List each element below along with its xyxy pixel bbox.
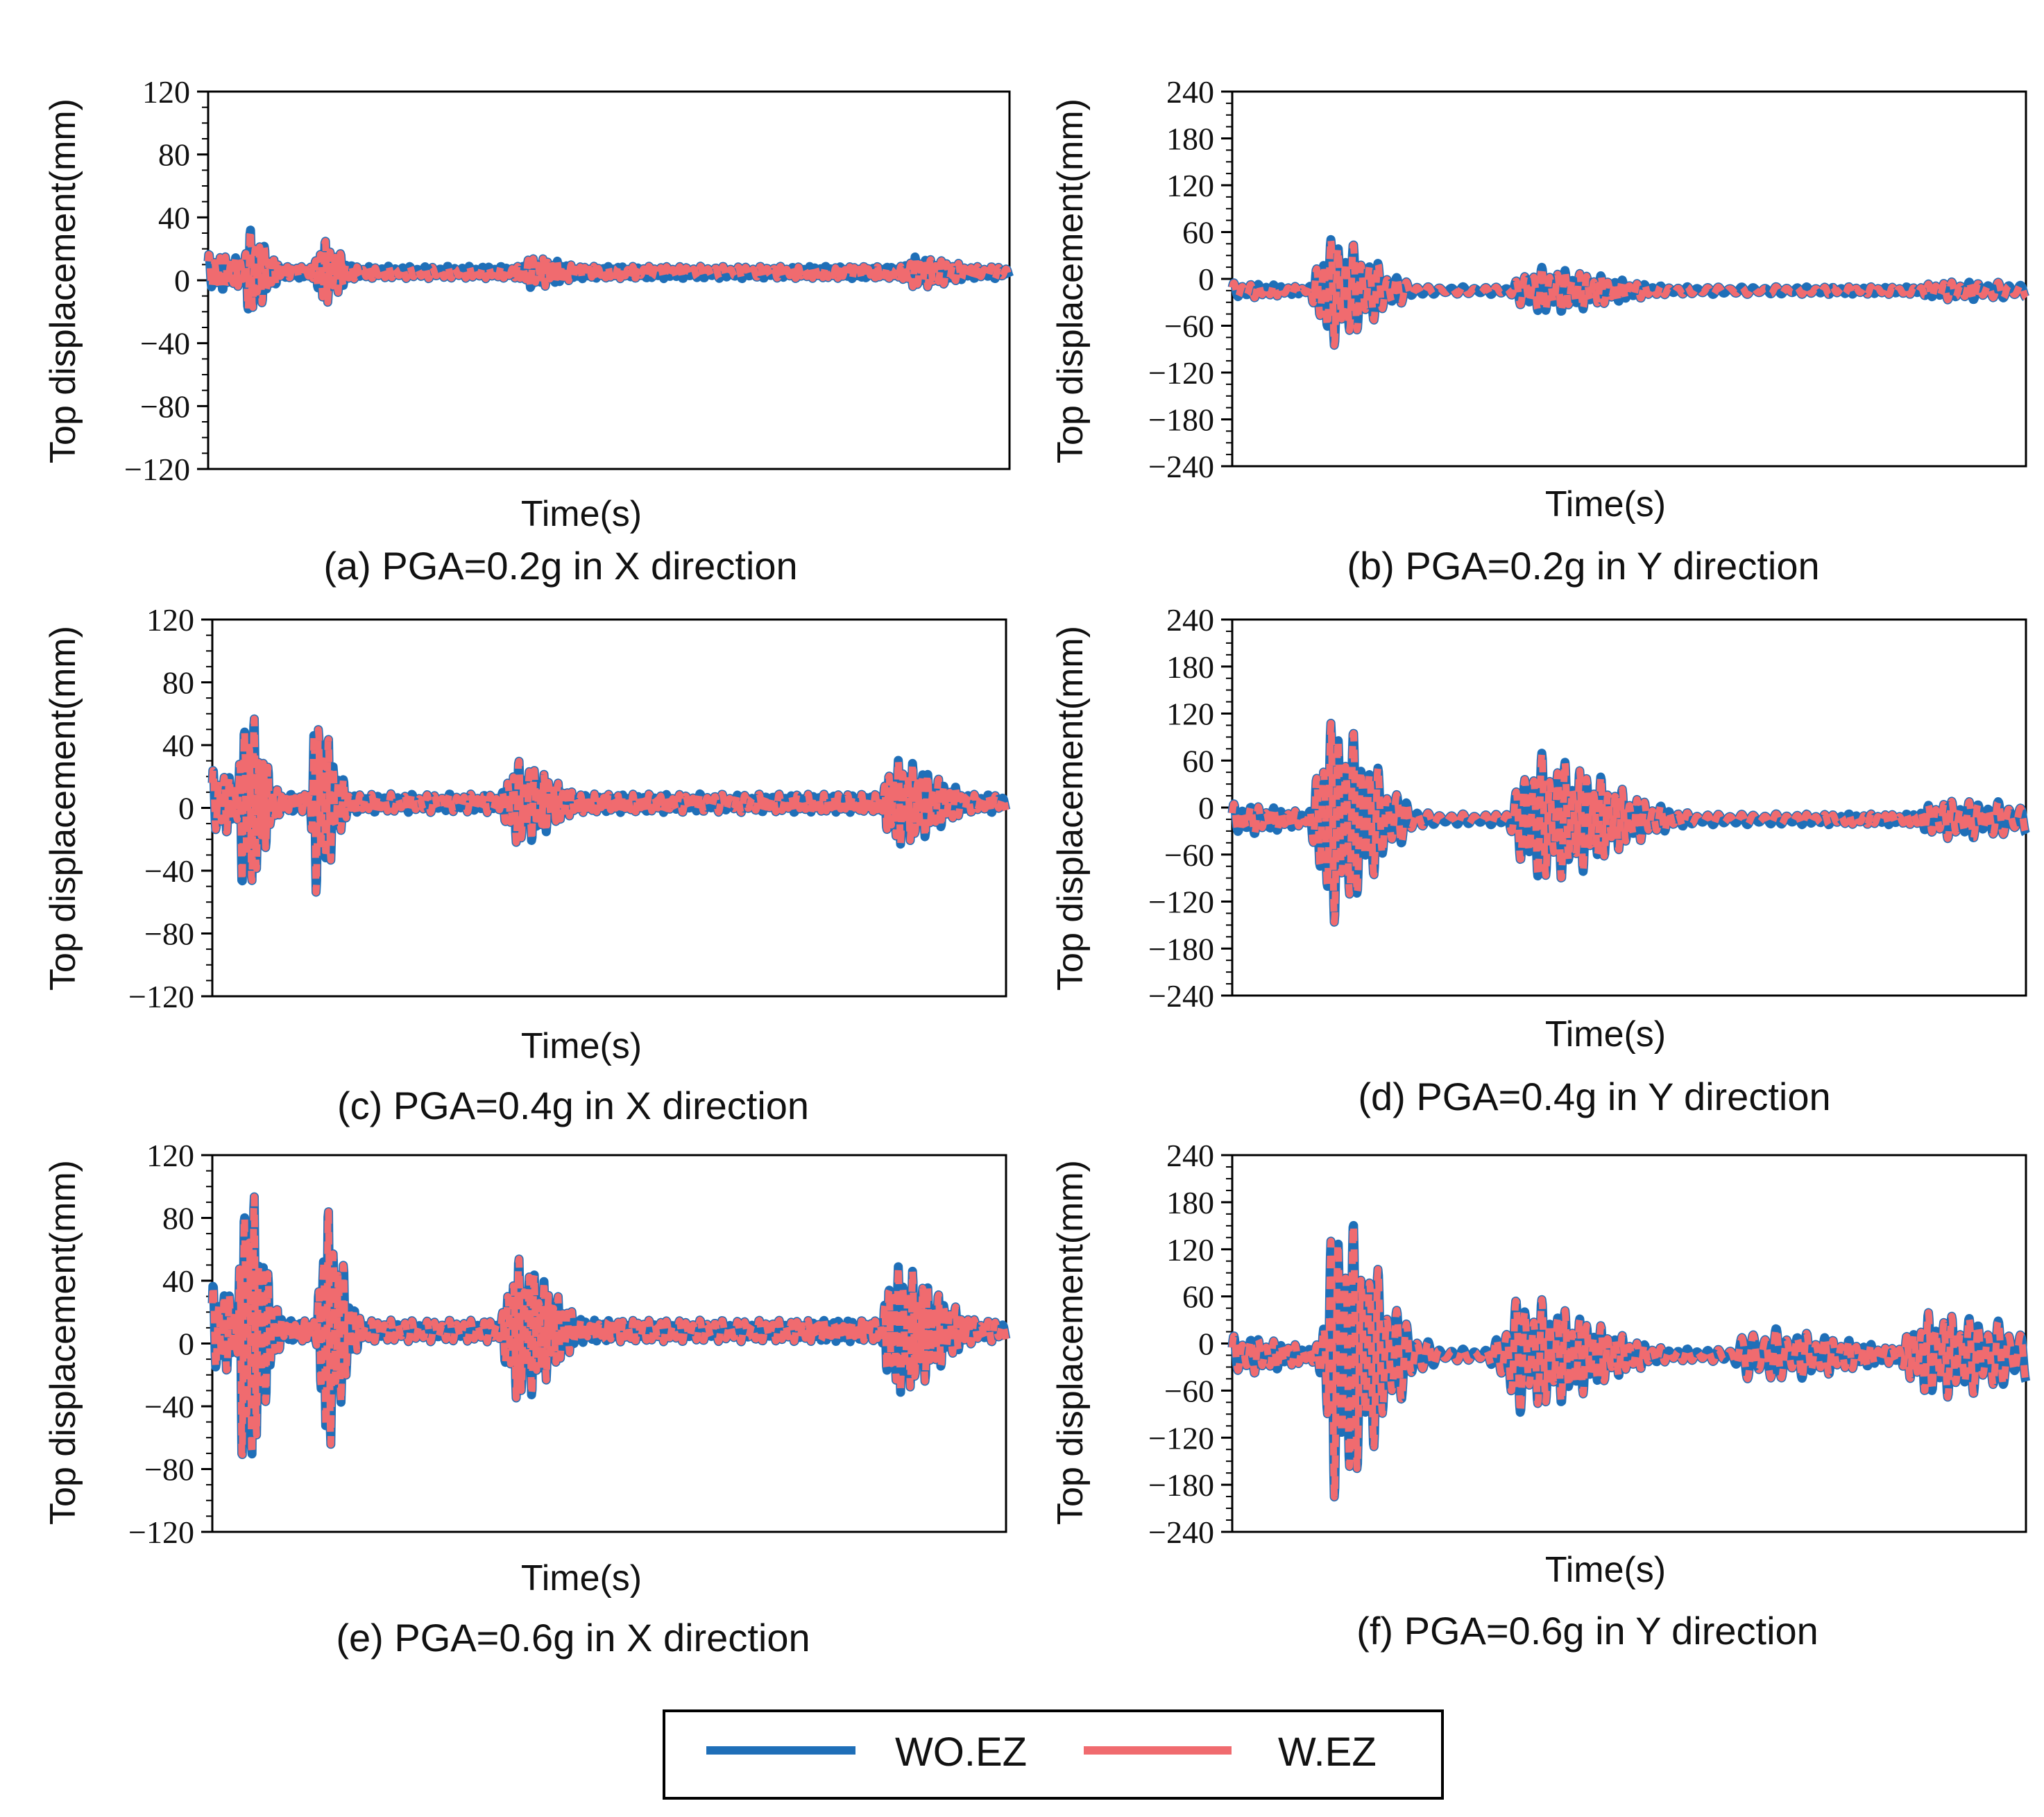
y-tick-label: 0: [1198, 262, 1214, 297]
series-line-w-ez: [205, 226, 1013, 313]
y-tick-label: 120: [146, 602, 194, 638]
y-tick-label: 120: [1166, 168, 1214, 203]
panel-d: (d) PGA=0.4g in Y direction Time(s) Top …: [1050, 602, 2030, 1118]
panel-caption: (b) PGA=0.2g in Y direction: [1347, 544, 1819, 588]
y-tick-label: 60: [1182, 1279, 1214, 1315]
x-axis-title: Time(s): [1545, 484, 1666, 524]
y-tick-label: 60: [1182, 215, 1214, 250]
y-tick-label: 240: [1166, 74, 1214, 110]
y-tick-label: −180: [1148, 402, 1214, 438]
y-axis-title: Top displacement(mm): [1050, 99, 1091, 463]
y-tick-label: −180: [1148, 931, 1214, 966]
panel-caption: (c) PGA=0.4g in X direction: [337, 1084, 809, 1127]
panel-b: (b) PGA=0.2g in Y direction Time(s) Top …: [1050, 74, 2030, 588]
y-tick-label: 80: [158, 137, 190, 173]
y-tick-label: 180: [1166, 649, 1214, 685]
y-tick-label: 180: [1166, 1185, 1214, 1220]
y-tick-label: 40: [158, 200, 190, 235]
y-axis-title: Top displacement(mm): [43, 1160, 83, 1525]
y-tick-label: −120: [1148, 1420, 1214, 1456]
x-axis-title: Time(s): [521, 1558, 642, 1598]
y-tick-label: 80: [162, 1201, 194, 1236]
y-tick-label: −60: [1164, 1373, 1214, 1408]
y-tick-label: 40: [162, 728, 194, 763]
legend: WO.EZ W.EZ: [663, 1709, 1444, 1800]
y-tick-label: −80: [144, 916, 194, 952]
panel-caption: (d) PGA=0.4g in Y direction: [1358, 1075, 1830, 1118]
x-axis-title: Time(s): [521, 1026, 642, 1066]
y-tick-label: 0: [1198, 790, 1214, 826]
series-line-w-ez: [209, 715, 1010, 896]
y-tick-label: −80: [140, 389, 190, 424]
y-tick-label: 120: [146, 1138, 194, 1173]
y-tick-label: 0: [178, 791, 194, 826]
x-axis-title: Time(s): [1545, 1550, 1666, 1590]
y-tick-label: 180: [1166, 121, 1214, 157]
y-tick-label: −80: [144, 1452, 194, 1487]
panel-caption: (f) PGA=0.6g in Y direction: [1356, 1609, 1819, 1653]
y-tick-label: −180: [1148, 1467, 1214, 1503]
y-tick-label: −60: [1164, 837, 1214, 873]
panel-caption: (e) PGA=0.6g in X direction: [336, 1616, 810, 1660]
y-tick-label: −240: [1148, 978, 1214, 1014]
y-tick-label: −240: [1148, 449, 1214, 484]
y-tick-label: −40: [140, 326, 190, 361]
y-tick-label: 120: [1166, 1232, 1214, 1268]
y-tick-label: −120: [128, 979, 194, 1014]
panel-caption: (a) PGA=0.2g in X direction: [323, 544, 797, 588]
panel-a: (a) PGA=0.2g in X direction Time(s) Top …: [43, 74, 1014, 588]
y-tick-label: 0: [178, 1327, 194, 1362]
y-tick-label: 0: [174, 263, 190, 298]
panel-e: (e) PGA=0.6g in X direction Time(s) Top …: [43, 1138, 1011, 1660]
y-tick-label: 240: [1166, 602, 1214, 638]
y-axis-title: Top displacement(mm): [1050, 1160, 1091, 1525]
panel-f: (f) PGA=0.6g in Y direction Time(s) Top …: [1050, 1138, 2031, 1653]
y-tick-label: 240: [1166, 1138, 1214, 1173]
y-tick-label: 80: [162, 665, 194, 701]
y-tick-label: −120: [128, 1515, 194, 1550]
y-tick-label: −40: [144, 853, 194, 889]
series-line-w-ez: [209, 1193, 1010, 1458]
y-tick-label: −40: [144, 1389, 194, 1424]
y-axis-title: Top displacement(mm): [43, 626, 83, 991]
series-line-w-ez: [1229, 236, 2029, 349]
y-tick-label: −120: [124, 452, 190, 487]
y-tick-label: 60: [1182, 743, 1214, 778]
y-axis-title: Top displacement(mm): [43, 99, 83, 463]
y-tick-label: 120: [142, 74, 190, 110]
panels: (a) PGA=0.2g in X direction Time(s) Top …: [43, 74, 2031, 1660]
y-tick-label: 0: [1198, 1327, 1214, 1362]
legend-label-w-ez: W.EZ: [1278, 1730, 1377, 1775]
y-tick-label: −240: [1148, 1515, 1214, 1550]
panel-c: (c) PGA=0.4g in X direction Time(s) Top …: [43, 602, 1011, 1127]
x-axis-title: Time(s): [1545, 1014, 1666, 1055]
y-tick-label: 120: [1166, 697, 1214, 732]
y-tick-label: 40: [162, 1263, 194, 1299]
series-line-w-ez: [1229, 1222, 2029, 1501]
y-axis-title: Top displacement(mm): [1050, 626, 1091, 991]
series-line-w-ez: [1229, 719, 2029, 926]
y-tick-label: −120: [1148, 885, 1214, 920]
y-tick-label: −60: [1164, 309, 1214, 344]
legend-label-wo-ez: WO.EZ: [895, 1730, 1027, 1775]
y-tick-label: −120: [1148, 355, 1214, 391]
x-axis-title: Time(s): [521, 494, 642, 534]
